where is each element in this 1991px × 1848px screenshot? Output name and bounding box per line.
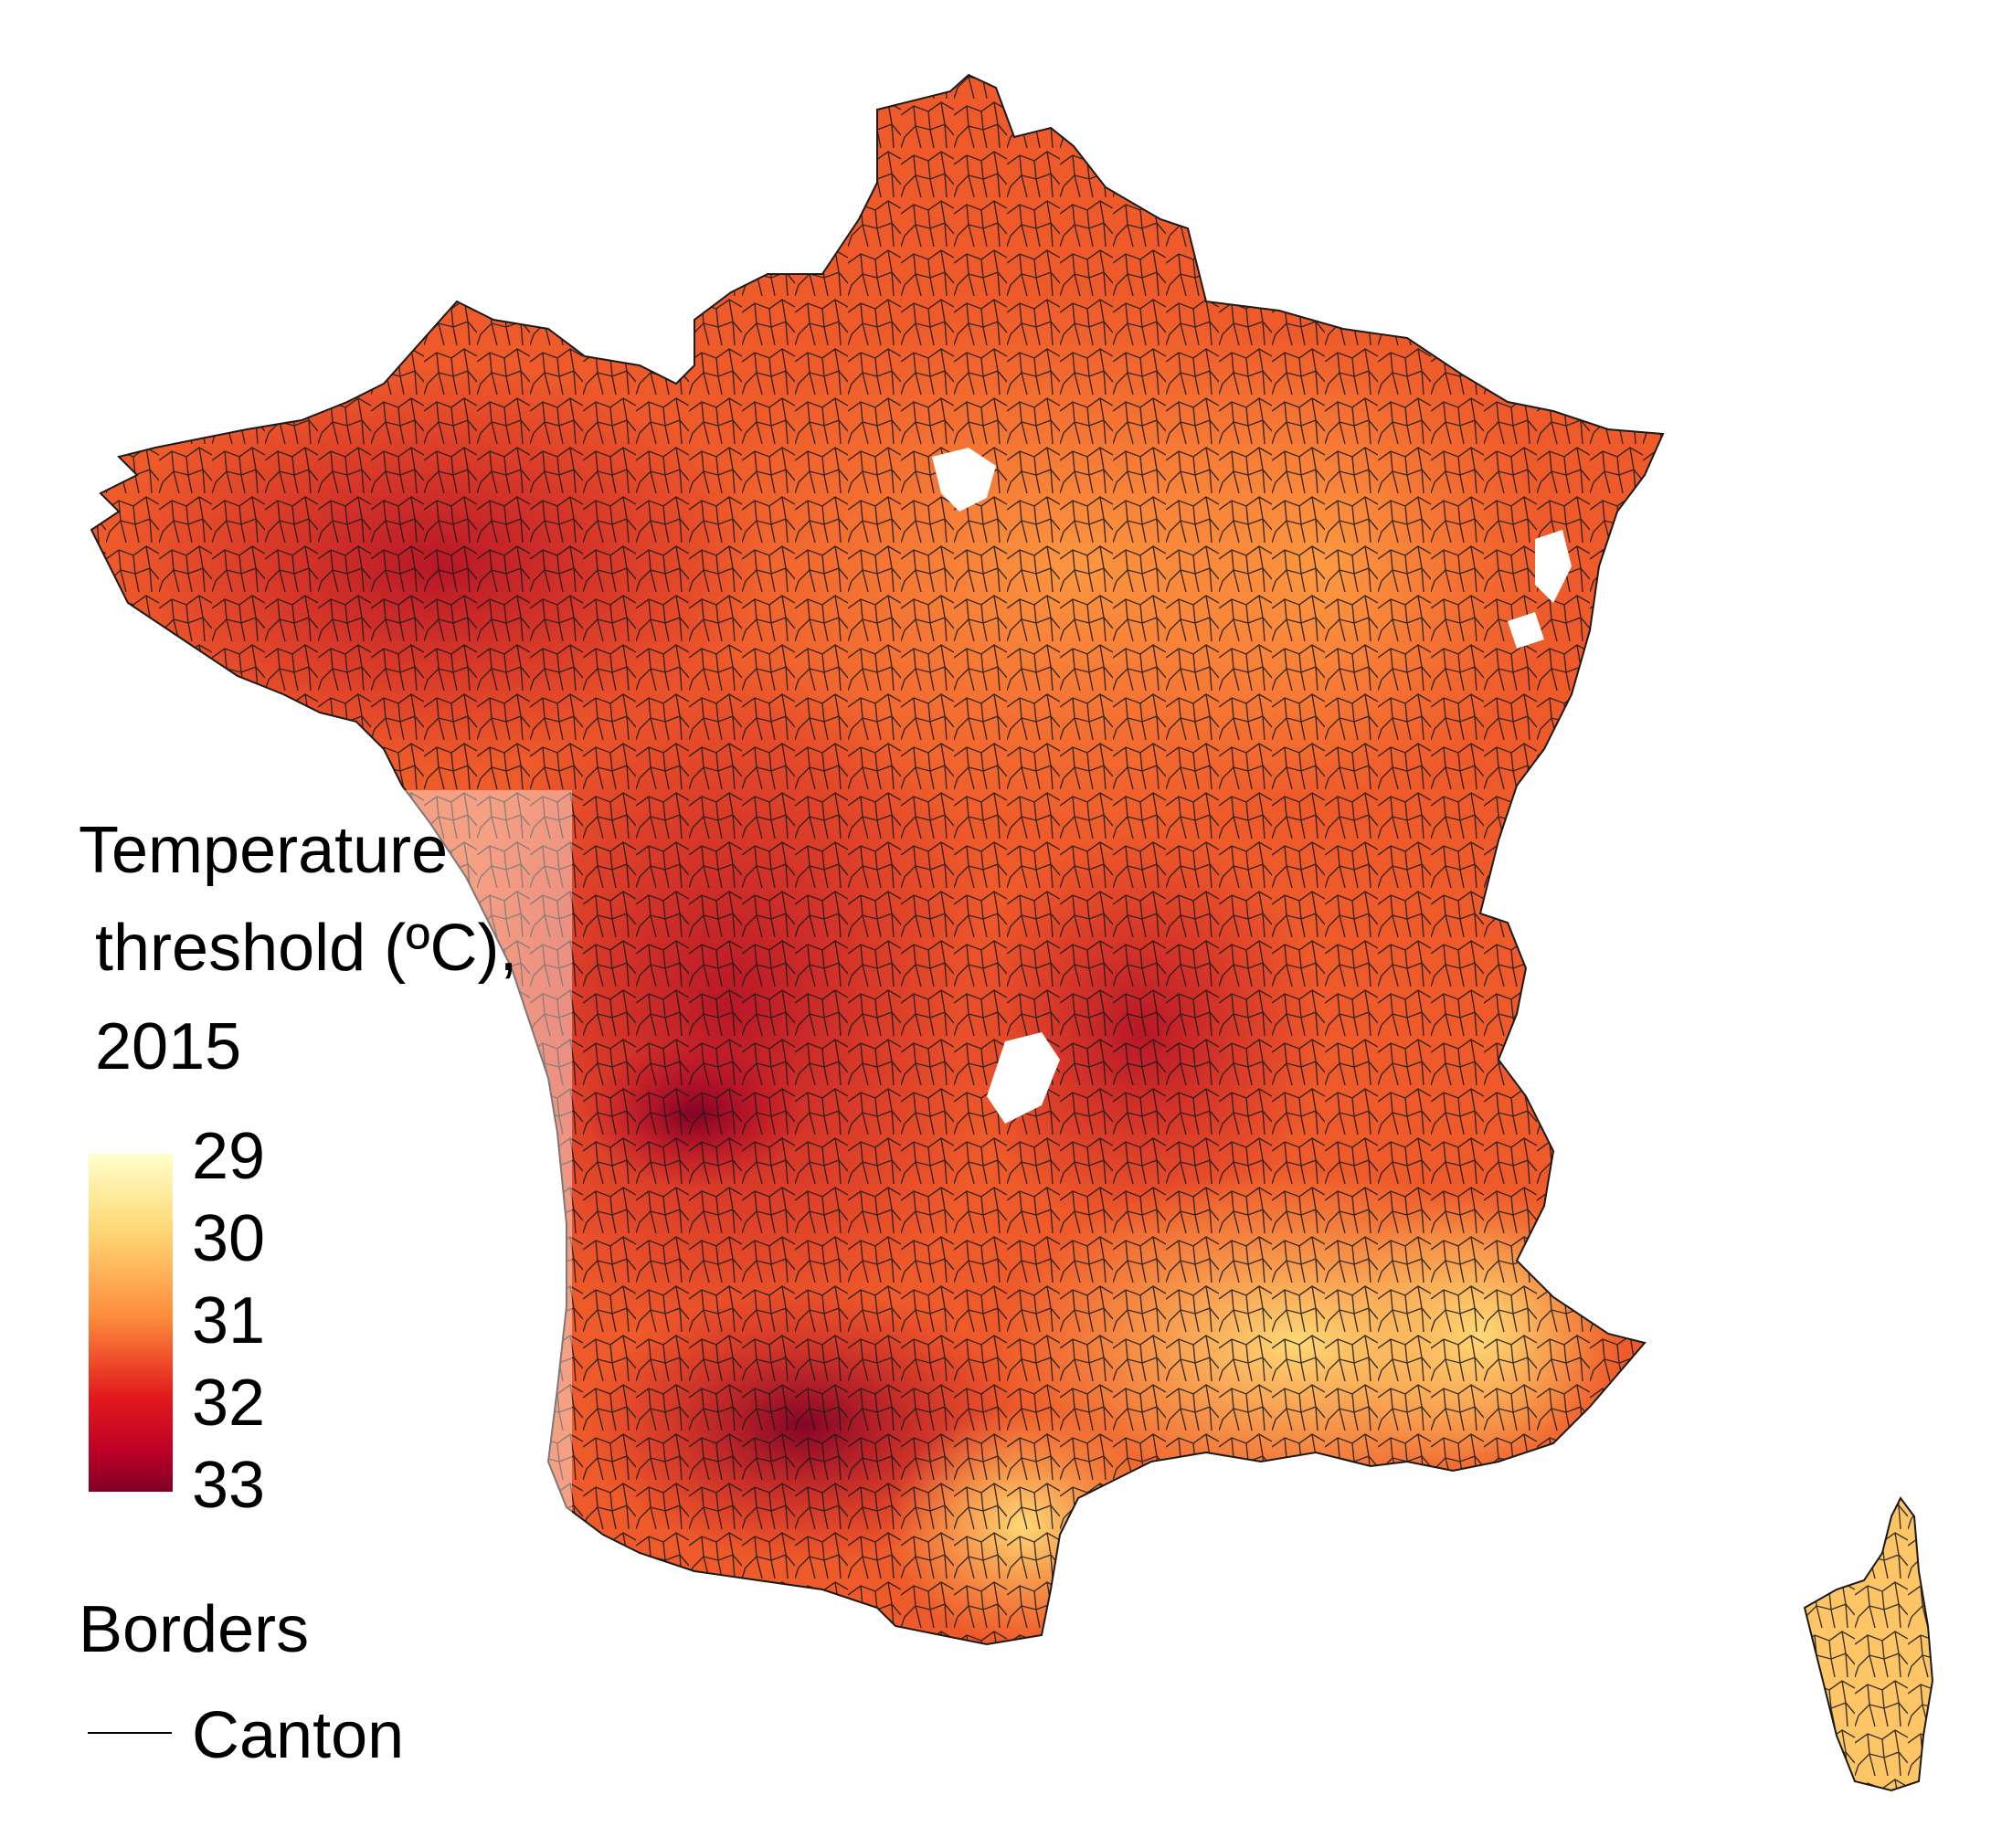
legend-title-line2: threshold (ºC), — [95, 912, 518, 985]
legend-tick-32: 32 — [192, 1367, 266, 1440]
borders-legend-title: Borders — [79, 1593, 310, 1666]
canton-legend-label: Canton — [192, 1699, 405, 1772]
canton-line-swatch — [88, 1732, 172, 1734]
legend-tick-33: 33 — [192, 1449, 266, 1522]
legend-title-line3: 2015 — [95, 1010, 242, 1083]
legend-color-scale — [89, 1154, 173, 1492]
corsica — [1804, 1497, 1933, 1791]
legend-background-panel — [393, 790, 572, 1539]
legend-tick-29: 29 — [192, 1120, 266, 1193]
legend-title-line1: Temperature — [79, 814, 449, 887]
legend-tick-30: 30 — [192, 1202, 266, 1275]
legend-tick-31: 31 — [192, 1284, 266, 1357]
